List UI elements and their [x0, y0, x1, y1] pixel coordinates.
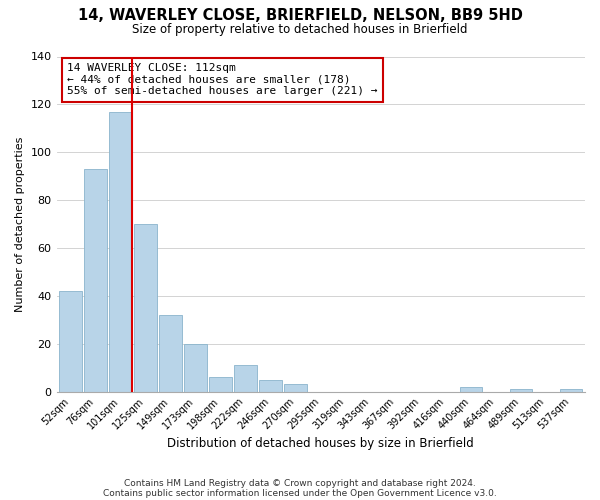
- Bar: [209, 377, 232, 392]
- Bar: [84, 169, 107, 392]
- Y-axis label: Number of detached properties: Number of detached properties: [15, 136, 25, 312]
- Bar: [159, 315, 182, 392]
- Text: Contains public sector information licensed under the Open Government Licence v3: Contains public sector information licen…: [103, 488, 497, 498]
- Bar: [259, 380, 282, 392]
- Bar: [510, 389, 532, 392]
- Text: 14 WAVERLEY CLOSE: 112sqm
← 44% of detached houses are smaller (178)
55% of semi: 14 WAVERLEY CLOSE: 112sqm ← 44% of detac…: [67, 63, 377, 96]
- Bar: [109, 112, 131, 392]
- Bar: [284, 384, 307, 392]
- Bar: [134, 224, 157, 392]
- Bar: [460, 387, 482, 392]
- Bar: [59, 291, 82, 392]
- X-axis label: Distribution of detached houses by size in Brierfield: Distribution of detached houses by size …: [167, 437, 474, 450]
- Text: 14, WAVERLEY CLOSE, BRIERFIELD, NELSON, BB9 5HD: 14, WAVERLEY CLOSE, BRIERFIELD, NELSON, …: [77, 8, 523, 22]
- Bar: [184, 344, 207, 392]
- Text: Contains HM Land Registry data © Crown copyright and database right 2024.: Contains HM Land Registry data © Crown c…: [124, 478, 476, 488]
- Text: Size of property relative to detached houses in Brierfield: Size of property relative to detached ho…: [132, 22, 468, 36]
- Bar: [560, 389, 583, 392]
- Bar: [235, 366, 257, 392]
